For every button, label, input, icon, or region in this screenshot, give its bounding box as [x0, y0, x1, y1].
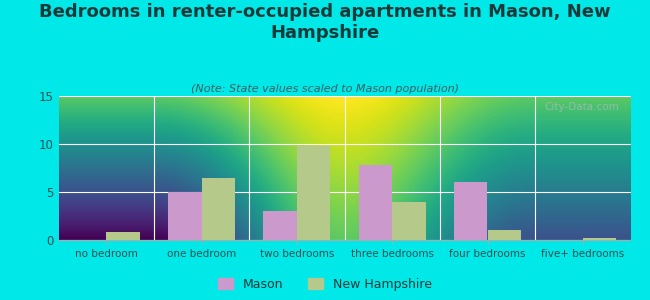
Bar	[454, 182, 488, 240]
Bar	[488, 230, 521, 240]
Bar	[263, 211, 297, 240]
Text: City-Data.com: City-Data.com	[544, 102, 619, 112]
Bar	[359, 165, 392, 240]
Legend: Mason, New Hampshire: Mason, New Hampshire	[218, 278, 432, 291]
Bar	[392, 202, 426, 240]
Bar	[202, 178, 235, 240]
Text: Bedrooms in renter-occupied apartments in Mason, New
Hampshire: Bedrooms in renter-occupied apartments i…	[39, 3, 611, 42]
Bar	[297, 146, 330, 240]
Bar	[168, 192, 202, 240]
Bar	[583, 238, 616, 240]
Bar	[106, 232, 140, 240]
Text: (Note: State values scaled to Mason population): (Note: State values scaled to Mason popu…	[191, 84, 459, 94]
